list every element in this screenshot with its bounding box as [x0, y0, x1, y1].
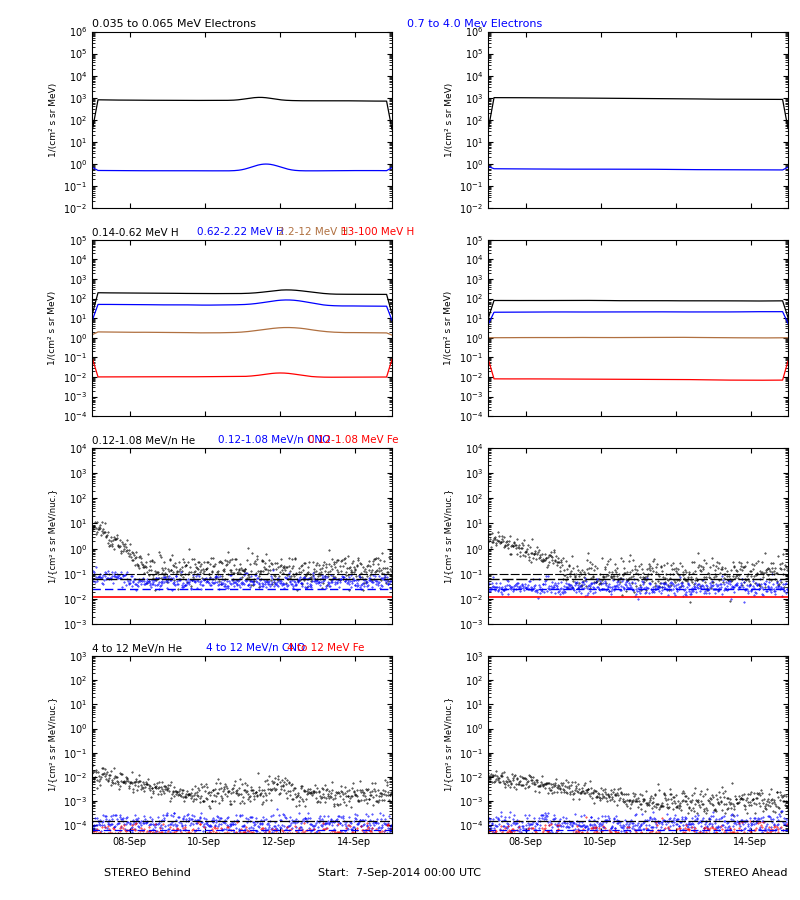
Text: 0.12-1.08 MeV Fe: 0.12-1.08 MeV Fe: [308, 436, 398, 446]
Text: 4 to 12 MeV Fe: 4 to 12 MeV Fe: [287, 644, 364, 653]
Text: 0.7 to 4.0 Mev Electrons: 0.7 to 4.0 Mev Electrons: [407, 19, 542, 29]
Y-axis label: 1/{cm² s sr MeV/nuc.}: 1/{cm² s sr MeV/nuc.}: [445, 489, 454, 583]
Text: Start:  7-Sep-2014 00:00 UTC: Start: 7-Sep-2014 00:00 UTC: [318, 868, 482, 878]
Text: 0.035 to 0.065 MeV Electrons: 0.035 to 0.065 MeV Electrons: [92, 19, 256, 30]
Text: STEREO Ahead: STEREO Ahead: [705, 868, 788, 878]
Text: 2.2-12 MeV H: 2.2-12 MeV H: [278, 227, 348, 237]
Y-axis label: 1/(cm² s sr MeV): 1/(cm² s sr MeV): [49, 83, 58, 157]
Text: 13-100 MeV H: 13-100 MeV H: [341, 227, 414, 237]
Text: 4 to 12 MeV/n He: 4 to 12 MeV/n He: [92, 644, 182, 654]
Text: 4 to 12 MeV/n CNO: 4 to 12 MeV/n CNO: [206, 644, 306, 653]
Y-axis label: 1/(cm² s sr MeV): 1/(cm² s sr MeV): [445, 83, 454, 157]
Text: 0.62-2.22 MeV H: 0.62-2.22 MeV H: [197, 227, 284, 237]
Y-axis label: 1/(cm² s sr MeV): 1/(cm² s sr MeV): [48, 291, 58, 365]
Y-axis label: 1/{cm² s sr MeV/nuc.}: 1/{cm² s sr MeV/nuc.}: [444, 698, 454, 791]
Text: 0.14-0.62 MeV H: 0.14-0.62 MeV H: [92, 228, 178, 238]
Y-axis label: 1/(cm² s sr MeV): 1/(cm² s sr MeV): [444, 291, 454, 365]
Text: 0.12-1.08 MeV/n He: 0.12-1.08 MeV/n He: [92, 436, 195, 446]
Y-axis label: 1/{cm² s sr MeV/nuc.}: 1/{cm² s sr MeV/nuc.}: [49, 489, 58, 583]
Text: 0.12-1.08 MeV/n CNO: 0.12-1.08 MeV/n CNO: [218, 436, 330, 446]
Text: STEREO Behind: STEREO Behind: [104, 868, 191, 878]
Y-axis label: 1/{cm² s sr MeV/nuc.}: 1/{cm² s sr MeV/nuc.}: [48, 698, 58, 791]
